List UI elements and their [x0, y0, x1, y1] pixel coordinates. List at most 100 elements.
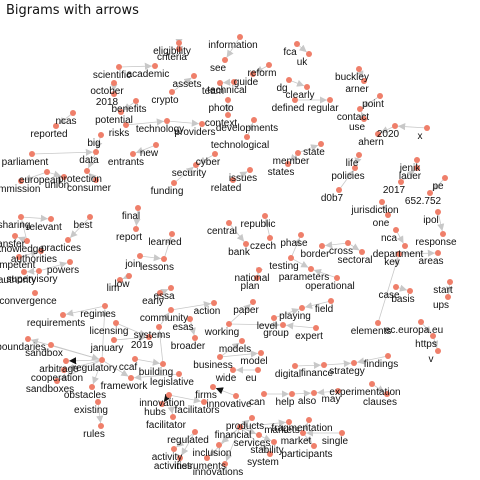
- node-dot-v: [435, 348, 441, 354]
- node-dot-2017: [398, 179, 404, 185]
- node-dot-innovations: [222, 461, 228, 467]
- node-dot-data: [93, 149, 99, 155]
- node-dot-eligibility: [176, 40, 182, 46]
- edge-crypto-assets: [171, 77, 192, 93]
- node-dot-scientific: [116, 64, 122, 70]
- node-label-bank: bank: [228, 247, 251, 258]
- node-dot-sectoral: [359, 249, 365, 255]
- node-dot-also: [311, 390, 317, 396]
- node-label-report: report: [116, 232, 142, 243]
- node-dot-plan: [254, 275, 260, 281]
- node-dot-legislative: [176, 371, 182, 377]
- node-dot-single: [339, 430, 345, 436]
- node-dot-academic: [152, 63, 158, 69]
- edge-technology-providers: [166, 119, 200, 127]
- node-label-obstacles: obstacles: [64, 390, 106, 401]
- node-label-activity: activity: [152, 452, 183, 463]
- node-dot-pe: [442, 175, 448, 181]
- node-label-potential: potential: [95, 115, 133, 126]
- edge-key-areas: [398, 249, 436, 257]
- node-label-lessons: lessons: [140, 262, 174, 273]
- node-label-join: join: [124, 259, 141, 270]
- node-dot-services: [256, 432, 262, 438]
- node-label-parliament: parliament: [2, 157, 49, 168]
- node-dot-central: [226, 220, 232, 226]
- node-dot-powers: [67, 259, 73, 265]
- node-label-ccaf: ccaf: [119, 362, 138, 373]
- node-label-photo: photo: [208, 103, 233, 114]
- node-label-instruments: instruments: [174, 461, 226, 472]
- node-dot-eu: [255, 367, 261, 373]
- node-label-case: case: [378, 290, 400, 301]
- node-dot-regulatory: [99, 357, 105, 363]
- node-dot-facilitators: [201, 399, 207, 405]
- node-dot-early: [157, 290, 163, 296]
- node-label-learned: learned: [148, 237, 181, 248]
- node-dot-innovation: [166, 392, 172, 398]
- node-label-defined: defined: [272, 103, 305, 114]
- node-label-rules: rules: [83, 429, 105, 440]
- node-dot-cyber: [212, 151, 218, 157]
- edge-final-report: [133, 207, 141, 227]
- edge-data-protection: [87, 151, 97, 169]
- node-dot-testing: [288, 255, 294, 261]
- node-label-fca: fca: [283, 47, 297, 58]
- node-label-stability: stability: [250, 445, 283, 456]
- node-label-academic: academic: [127, 69, 170, 80]
- node-dot-cross: [345, 240, 351, 246]
- edge-funding-security: [173, 166, 194, 184]
- edge-operational-parameters: [313, 268, 338, 279]
- node-label-innovative: innovative: [206, 399, 251, 410]
- node-dot-2019: [146, 334, 152, 340]
- node-label-licensing: licensing: [90, 326, 129, 337]
- node-label-2017: 2017: [383, 185, 406, 196]
- node-label-technology: technology: [136, 124, 184, 135]
- node-label-sandbox: sandbox: [25, 348, 63, 359]
- node-dot-building: [160, 361, 166, 367]
- node-dot-digital: [292, 363, 298, 369]
- node-label-central: central: [207, 226, 237, 237]
- node-label-one: one: [373, 218, 390, 229]
- edge-working-group: [228, 321, 281, 329]
- node-dot-action: [211, 300, 217, 306]
- node-dot-lauer: [414, 165, 420, 171]
- node-label-czech: czech: [250, 241, 276, 252]
- node-label-criteria: criteria: [157, 52, 187, 63]
- node-label-https: https: [415, 339, 437, 350]
- node-dot-technical: [231, 79, 237, 85]
- node-dot-wide: [230, 367, 236, 373]
- node-dot-crypto: [169, 89, 175, 95]
- node-dot-context: [225, 112, 231, 118]
- node-dot-business: [217, 354, 223, 360]
- edge-regulated-activity: [176, 431, 196, 448]
- edge-regimes-requirements: [65, 305, 106, 317]
- edge-regulatory-obstacles: [92, 359, 103, 385]
- node-label-systems: systems: [134, 330, 171, 341]
- node-dot-boundaries: [25, 336, 31, 342]
- edge-financial-innovations: [225, 426, 241, 462]
- node-dot-can: [261, 391, 267, 397]
- node-label-assets: assets: [173, 79, 202, 90]
- node-dot-fragmentation: [306, 417, 312, 423]
- node-label-nca: nca: [381, 233, 398, 244]
- node-label-crypto: crypto: [151, 95, 179, 106]
- node-dot-expert: [313, 325, 319, 331]
- node-dot-rules: [98, 423, 104, 429]
- edge-cyber-security: [198, 153, 216, 164]
- edge-parliament-data: [31, 148, 94, 156]
- node-dot-technology: [164, 118, 170, 124]
- node-label-may: may: [322, 394, 341, 405]
- node-label-innovations: innovations: [193, 467, 244, 478]
- node-label-eligibility: eligibility: [153, 46, 191, 57]
- node-dot-related: [230, 177, 236, 183]
- node-label-entrants: entrants: [108, 157, 144, 168]
- node-dot-policies: [352, 165, 358, 171]
- edge-financial-system: [239, 426, 269, 453]
- node-label-risks: risks: [109, 128, 130, 139]
- node-label-team: team: [202, 86, 224, 97]
- node-dot-convergence: [32, 290, 38, 296]
- edge-regulatory-regimes: [100, 308, 109, 361]
- node-label-arbitrage: arbitrage: [39, 364, 79, 375]
- node-dot-parameters: [308, 266, 314, 272]
- node-dot-strategy: [351, 360, 357, 366]
